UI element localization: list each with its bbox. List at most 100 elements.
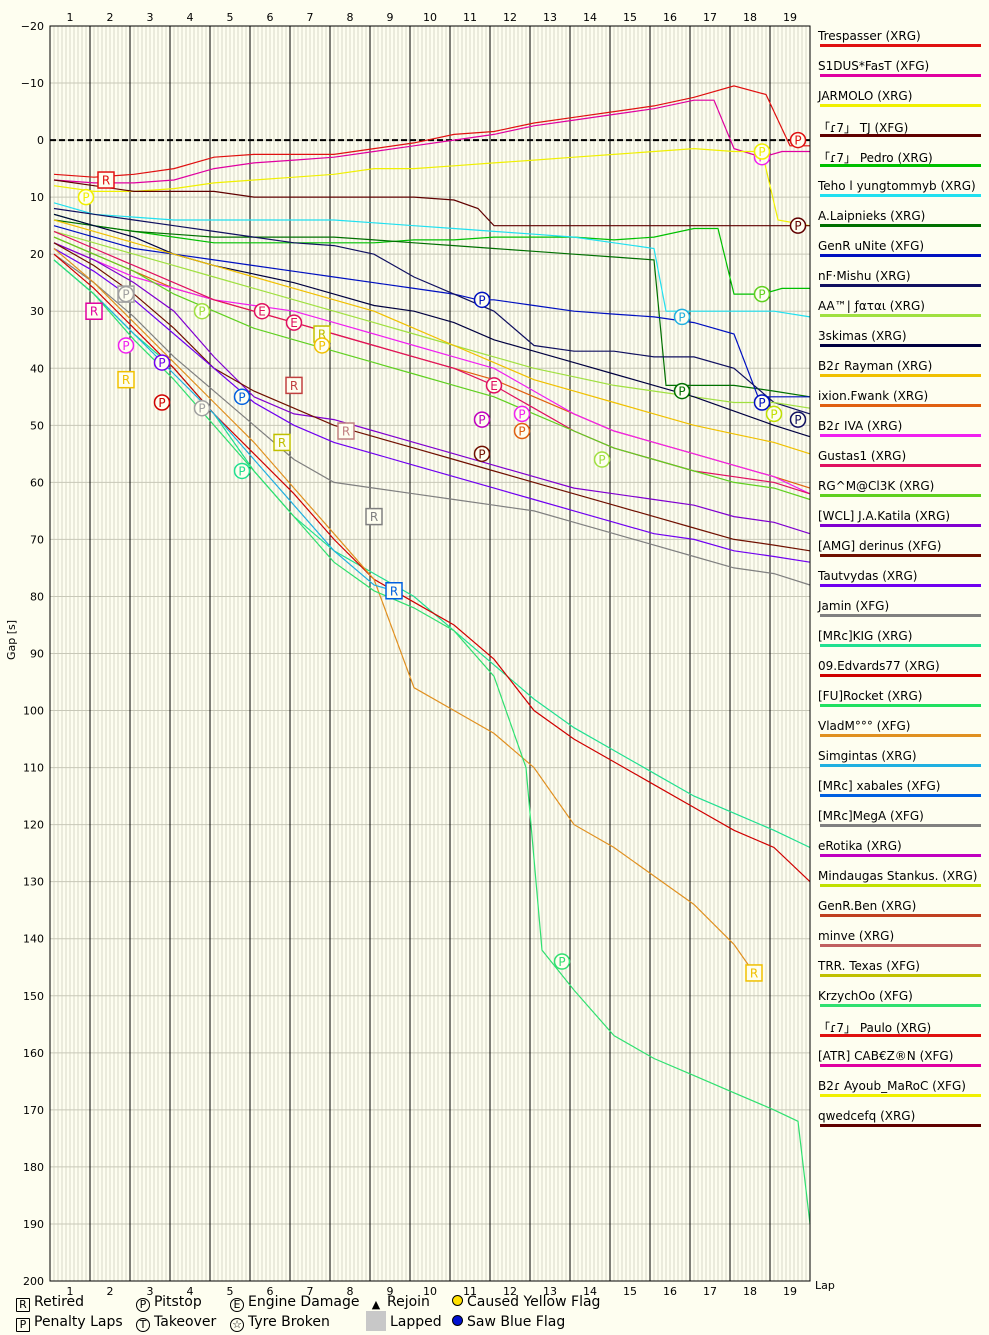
marker-symbol: P (122, 339, 129, 353)
legend-entry: RG^M@Cl3K (XRG) (818, 476, 983, 506)
marker-P: P (753, 285, 771, 303)
blue-flag-icon (452, 1315, 463, 1326)
legend-swatch (820, 764, 981, 767)
key-rejoin: ▲ Rejoin (369, 1294, 430, 1313)
legend-entry: Gustas1 (XRG) (818, 446, 983, 476)
marker-symbol: P (794, 219, 801, 233)
legend-swatch (820, 1064, 981, 1067)
series-line (53, 230, 811, 409)
marker-R: R (365, 507, 383, 526)
key-blue-label: Saw Blue Flag (467, 1314, 566, 1330)
x-tick-label-top: 10 (423, 11, 437, 24)
legend-entry: GenR uNite (XFG) (818, 236, 983, 266)
marker-P: P (233, 388, 251, 406)
marker-symbol: R (390, 584, 398, 598)
tyre-broken-icon: ☆ (230, 1318, 244, 1332)
marker-P: P (513, 422, 531, 440)
legend-swatch (820, 824, 981, 827)
x-tick-label-bottom: 9 (387, 1285, 394, 1295)
marker-P: P (473, 291, 491, 309)
legend-swatch (820, 44, 981, 47)
legend-entry: 「ɾ7」 Paulo (XRG) (818, 1016, 983, 1046)
y-tick-label: 20 (30, 248, 44, 261)
y-tick-label: 180 (23, 1161, 44, 1174)
marker-symbol: R (278, 436, 286, 450)
legend-label: Teho l yungtommyb (XRG) (818, 179, 976, 193)
legend-label: Mindaugas Stankus. (XRG) (818, 869, 978, 883)
y-tick-label: −10 (21, 77, 44, 90)
legend-entry: [AMG] derinus (XFG) (818, 536, 983, 566)
marker-P: P (473, 445, 491, 463)
legend-entry: B2ɾ IVA (XRG) (818, 416, 983, 446)
key-pitstop-label: Pitstop (154, 1294, 202, 1310)
y-tick-label: 50 (30, 419, 44, 432)
legend-label: eRotika (XRG) (818, 839, 902, 853)
marker-R: R (273, 433, 291, 452)
x-tick-label-bottom: 1 (67, 1285, 74, 1295)
x-tick-label-bottom: 4 (187, 1285, 194, 1295)
series-line (53, 242, 811, 495)
marker-symbol: E (290, 316, 298, 330)
y-tick-label: 30 (30, 305, 44, 318)
marker-P: P (153, 354, 171, 371)
series-line (53, 99, 810, 184)
legend-label: JARMOLO (XRG) (818, 89, 913, 103)
lap-gridlines (89, 26, 771, 1281)
legend-entry: [FU]Rocket (XRG) (818, 686, 983, 716)
marker-symbol: P (518, 425, 525, 439)
marker-symbol: P (678, 310, 685, 324)
marker-symbol: P (758, 288, 765, 302)
marker-E: E (253, 302, 271, 320)
legend-entry: Mindaugas Stankus. (XRG) (818, 866, 983, 896)
x-tick-label-bottom: 7 (307, 1285, 314, 1295)
marker-symbol: P (770, 407, 777, 421)
series-line (53, 225, 810, 398)
marker-P: P (593, 451, 611, 468)
series-line (53, 202, 811, 318)
x-tick-label-top: 4 (187, 11, 194, 24)
x-tick-label-bottom: 16 (663, 1285, 677, 1295)
legend-swatch (820, 1004, 981, 1007)
x-tick-label-top: 7 (307, 11, 314, 24)
marker-P: P (553, 953, 571, 970)
legend-swatch (820, 674, 981, 677)
legend-entry: 「ɾ7」 Pedro (XRG) (818, 146, 983, 176)
legend-label: minve (XRG) (818, 929, 895, 943)
y-tick-label: 90 (30, 648, 44, 661)
y-tick-label: 160 (23, 1047, 44, 1060)
legend-swatch (820, 284, 981, 287)
x-tick-label-bottom: 18 (743, 1285, 757, 1295)
legend-swatch (820, 1034, 981, 1037)
penalty-icon: P (16, 1318, 30, 1332)
marker-R: R (337, 422, 355, 440)
legend-swatch (820, 614, 981, 617)
x-tick-label-top: 16 (663, 11, 677, 24)
series-line (53, 248, 755, 974)
y-tick-label: 100 (23, 705, 44, 718)
marker-symbol: P (478, 293, 485, 307)
marker-symbol: P (478, 447, 485, 461)
marker-P: P (193, 399, 211, 417)
key-retired: R Retired (16, 1294, 84, 1312)
x-axis-bottom-tick-labels: 1 2 3 4 5 6 7 8 9 10 11 12 13 14 15 16 17 18 19 (67, 1285, 798, 1295)
marker-symbol: P (794, 134, 801, 148)
legend-entry: VladM°°° (XFG) (818, 716, 983, 746)
legend-label: [WCL] J.A.Katila (XRG) (818, 509, 951, 523)
x-tick-label-top: 19 (783, 11, 797, 24)
y-tick-label: 80 (30, 590, 44, 603)
legend-entry: eRotika (XRG) (818, 836, 983, 866)
legend-swatch (820, 434, 981, 437)
legend-label: 「ɾ7」 Paulo (XRG) (818, 1021, 932, 1035)
legend-label: Gustas1 (XRG) (818, 449, 907, 463)
key-engine-label: Engine Damage (248, 1294, 360, 1310)
legend-entry: minve (XRG) (818, 926, 983, 956)
series-line (53, 219, 811, 398)
x-tick-label-top: 15 (623, 11, 637, 24)
series-line (53, 247, 811, 563)
plot-frame (49, 25, 811, 1282)
legend-entry: B2ɾ Rayman (XRG) (818, 356, 983, 386)
marker-symbol: P (198, 305, 205, 319)
key-tyre-label: Tyre Broken (248, 1314, 330, 1330)
legend-swatch (820, 854, 981, 857)
legend-swatch (820, 1094, 981, 1097)
